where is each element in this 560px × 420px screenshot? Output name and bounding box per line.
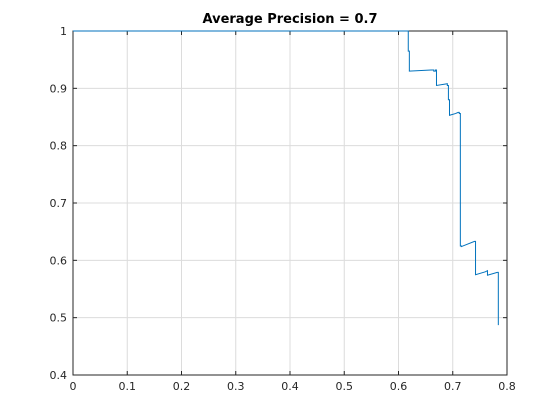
axis-tick-labels: 0 0.1 0.2 0.3 0.4 0.5 0.6 0.7 0.8 0.4 0.5 0.6 0.7 0.8… — [50, 25, 516, 393]
y-tick-label: 0.5 — [50, 312, 68, 325]
x-tick-label: 0.6 — [390, 380, 408, 393]
x-tick-label: 0.8 — [498, 380, 516, 393]
x-tick-label: 0.5 — [336, 380, 354, 393]
y-tick-label: 0.8 — [50, 140, 68, 153]
y-tick-label: 0.9 — [50, 82, 68, 95]
x-tick-label: 0.3 — [227, 380, 245, 393]
y-tick-label: 0.4 — [50, 369, 68, 382]
y-tick-label: 0.7 — [50, 197, 68, 210]
x-tick-label: 0.7 — [444, 380, 462, 393]
axis-ticks — [72, 30, 508, 376]
y-tick-label: 1 — [60, 25, 67, 38]
x-tick-label: 0 — [70, 380, 77, 393]
y-tick-label: 0.6 — [50, 254, 68, 267]
grid — [72, 30, 508, 376]
x-tick-label: 0.2 — [173, 380, 191, 393]
x-tick-label: 0.4 — [281, 380, 299, 393]
precision-curve — [73, 30, 499, 326]
x-tick-label: 0.1 — [119, 380, 137, 393]
chart-title: Average Precision = 0.7 — [203, 12, 378, 27]
